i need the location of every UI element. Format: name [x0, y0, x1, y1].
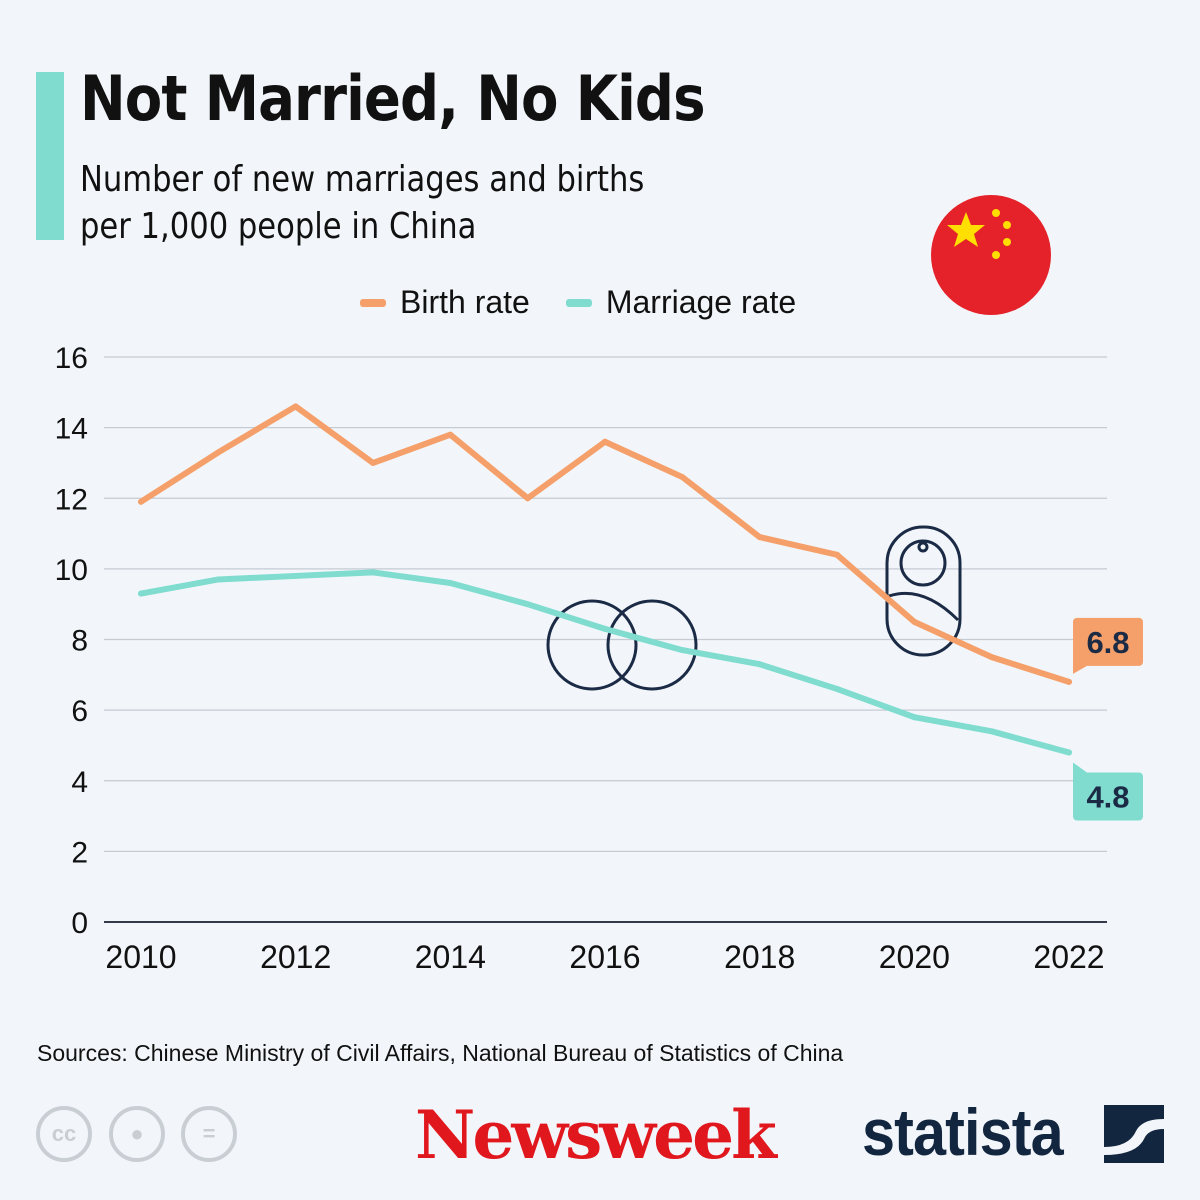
chart-title: Not Married, No Kids	[80, 62, 706, 135]
y-tick-label: 14	[55, 413, 88, 446]
data-point	[292, 403, 299, 410]
x-tick-label: 2018	[724, 939, 795, 975]
data-point	[1066, 749, 1072, 756]
data-point	[602, 625, 608, 632]
data-point	[447, 431, 454, 438]
y-tick-label: 6	[71, 695, 88, 728]
end-value-label: 6.8	[1073, 617, 1143, 674]
data-point	[370, 569, 376, 576]
source-note: Sources: Chinese Ministry of Civil Affai…	[37, 1040, 844, 1066]
title-accent-bar	[36, 72, 64, 240]
x-tick-label: 2010	[105, 939, 176, 975]
end-value-label: 4.8	[1073, 762, 1143, 821]
data-point	[679, 474, 686, 481]
x-tick-label: 2012	[260, 939, 331, 975]
data-point	[138, 498, 144, 505]
data-point	[756, 534, 763, 541]
y-tick-label: 2	[71, 836, 88, 869]
newsweek-logo: Newsweek	[415, 1096, 777, 1174]
legend-label: Birth rate	[400, 284, 530, 320]
y-tick-label: 8	[71, 625, 88, 658]
cc-icon: cc	[36, 1106, 92, 1162]
data-point	[447, 580, 454, 586]
data-point	[988, 654, 995, 661]
attribution-icon: ●	[109, 1106, 165, 1162]
legend-swatch	[360, 298, 386, 307]
statista-logo-icon	[1104, 1105, 1164, 1163]
legend-item-birth: Birth rate	[360, 284, 530, 321]
series-line-birth-rate	[138, 403, 1072, 685]
china-flag-icon	[931, 195, 1051, 315]
data-point	[370, 459, 376, 466]
legend: Birth rate Marriage rate	[360, 284, 796, 321]
line-chart: 0 2 4 6 8 10 12 14 16 2010 2012 2014 2016 2018 2020 202…	[55, 342, 1143, 975]
data-point	[1066, 678, 1072, 685]
data-point	[834, 551, 840, 558]
data-point	[524, 601, 531, 608]
end-value-text: 6.8	[1086, 625, 1129, 660]
data-point	[911, 618, 918, 625]
data-point	[215, 449, 222, 456]
y-tick-label: 10	[55, 554, 88, 587]
data-point	[524, 495, 531, 502]
baby-icon	[885, 525, 962, 657]
data-point	[138, 590, 144, 597]
y-tick-label: 16	[55, 342, 88, 375]
y-tick-label: 4	[71, 766, 88, 799]
chart-subtitle: Number of new marriages and births per 1…	[80, 156, 709, 250]
x-tick-label: 2016	[569, 939, 640, 975]
data-point	[911, 714, 918, 721]
end-value-text: 4.8	[1086, 780, 1129, 815]
wedding-rings-icon	[546, 599, 698, 691]
legend-swatch	[565, 298, 592, 307]
legend-label: Marriage rate	[605, 284, 797, 320]
data-point	[988, 728, 995, 735]
x-tick-label: 2020	[879, 939, 950, 975]
data-point	[215, 576, 222, 583]
data-point	[292, 572, 299, 579]
statista-logo: statista	[862, 1095, 1064, 1169]
data-point	[756, 661, 763, 668]
subtitle-line-2: per 1,000 people in China	[80, 206, 477, 247]
subtitle-line-1: Number of new marriages and births	[80, 159, 645, 200]
legend-item-marriage: Marriage rate	[565, 284, 797, 321]
x-tick-label: 2014	[415, 939, 486, 975]
data-point	[834, 685, 840, 692]
data-point	[679, 647, 686, 654]
no-derivatives-icon: =	[181, 1106, 237, 1162]
y-tick-label: 0	[71, 907, 88, 940]
y-tick-label: 12	[55, 483, 88, 516]
data-point	[602, 438, 608, 445]
x-tick-label: 2022	[1033, 939, 1104, 975]
